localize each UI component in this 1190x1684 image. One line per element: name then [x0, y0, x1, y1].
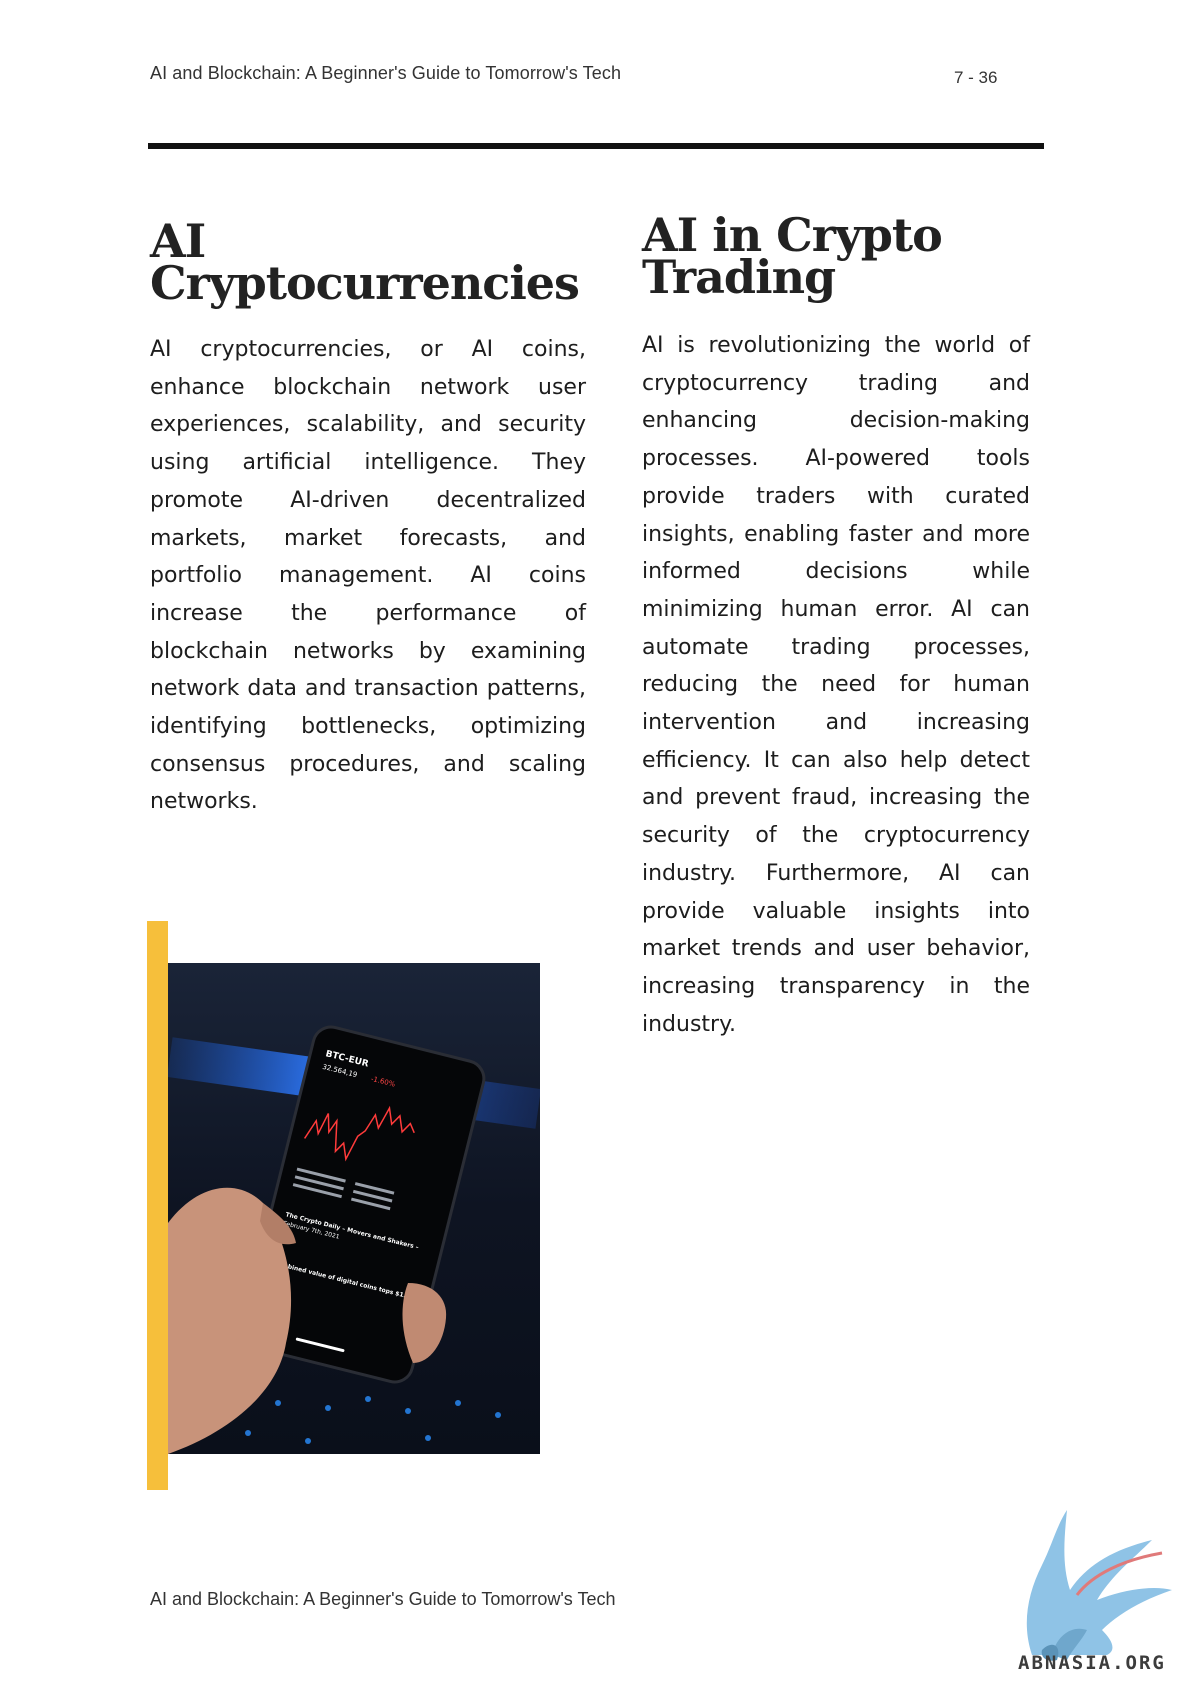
page-number: 7 - 36 [954, 68, 998, 87]
phone-trading-photo: BTC-EUR 32.564,19 -1.60% The Crypto Dail… [168, 963, 540, 1454]
body-left: AI cryptocurrencies, or AI coins, enhanc… [150, 337, 586, 815]
heading-right-line2: Trading [642, 250, 836, 304]
heading-ai-in-crypto-trading: AI in Crypto Trading [642, 212, 1062, 300]
header-rule [148, 143, 1044, 149]
header-title: AI and Blockchain: A Beginner's Guide to… [150, 63, 622, 83]
heading-ai-cryptocurrencies: AI Cryptocurrencies [150, 218, 590, 306]
heading-left-line1: AI [150, 214, 206, 268]
logo-text: ABNASIA.ORG [1018, 1652, 1166, 1674]
heading-right-line1: AI in Crypto [642, 208, 943, 262]
accent-bar [147, 921, 168, 1490]
footer-title: AI and Blockchain: A Beginner's Guide to… [150, 1589, 616, 1609]
heading-left-line2: Cryptocurrencies [150, 256, 580, 310]
body-right: AI is revolutionizing the world of crypt… [642, 333, 1030, 1037]
griffin-logo-icon [1026, 1510, 1172, 1661]
